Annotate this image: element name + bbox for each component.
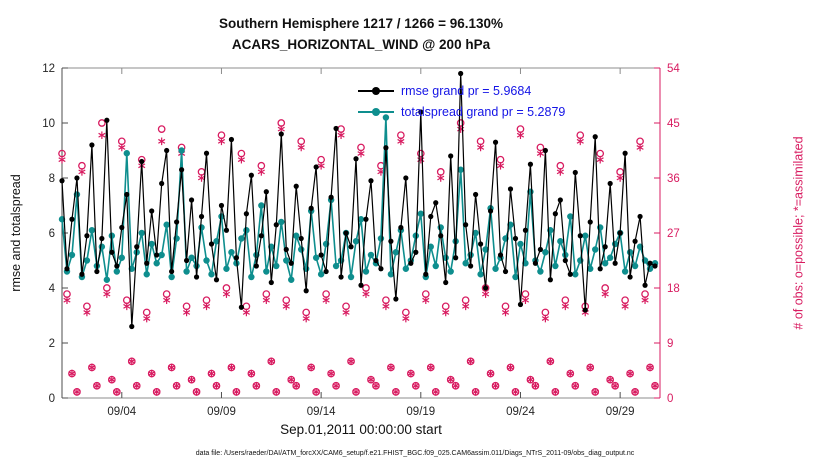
series-rmse	[59, 70, 658, 330]
x-axis-label: Sep.01,2011 00:00:00 start	[280, 422, 442, 437]
right-axis-label: # of obs: o=possible; *=assimilated	[791, 136, 806, 330]
right-tick-label: 0	[667, 393, 673, 405]
rmse-line-sample-icon	[358, 86, 394, 96]
data-file-caption: data file: /Users/raeder/DAI/ATM_forcXX/…	[195, 450, 635, 457]
x-tick-label: 09/29	[606, 406, 635, 418]
right-tick-label: 27	[667, 228, 680, 240]
x-tick-label: 09/09	[207, 406, 236, 418]
legend-item-rmse: rmse grand pr = 5.9684	[358, 80, 565, 101]
left-tick-label: 4	[49, 283, 56, 295]
totalspread-line-sample-icon	[358, 107, 394, 117]
x-tick-label: 09/19	[406, 406, 435, 418]
left-tick-label: 8	[49, 173, 55, 185]
legend-label-totalspread: totalspread grand pr = 5.2879	[401, 104, 566, 119]
legend-item-totalspread: totalspread grand pr = 5.2879	[358, 101, 565, 122]
left-tick-label: 0	[49, 393, 55, 405]
chart-title-line1: Southern Hemisphere 1217 / 1266 = 96.130…	[218, 16, 504, 31]
right-axis-ticks: 0 9 18 27 36 45 54	[654, 63, 680, 405]
right-tick-label: 45	[667, 118, 680, 130]
legend: rmse grand pr = 5.9684 totalspread grand…	[358, 80, 565, 122]
legend-label-rmse: rmse grand pr = 5.9684	[401, 83, 532, 98]
left-axis-label: rmse and totalspread	[9, 174, 23, 292]
left-tick-label: 10	[42, 118, 55, 130]
x-tick-label: 09/24	[506, 406, 535, 418]
left-tick-label: 12	[42, 63, 55, 75]
right-tick-label: 36	[667, 173, 680, 185]
left-tick-label: 2	[49, 338, 55, 350]
left-tick-label: 6	[49, 228, 55, 240]
x-tick-label: 09/14	[307, 406, 336, 418]
series-assimilated	[58, 125, 659, 396]
right-tick-label: 18	[667, 283, 680, 295]
chart-title-line2: ACARS_HORIZONTAL_WIND @ 200 hPa	[231, 37, 491, 52]
right-tick-label: 9	[667, 338, 673, 350]
left-axis-ticks: 0 2 4 6 8 10 12	[42, 63, 68, 405]
series-totalspread	[58, 114, 659, 283]
x-axis-ticks: 09/04 09/09 09/14 09/19 09/24 09/29	[107, 68, 635, 418]
right-tick-label: 54	[667, 63, 680, 75]
x-tick-label: 09/04	[107, 406, 136, 418]
